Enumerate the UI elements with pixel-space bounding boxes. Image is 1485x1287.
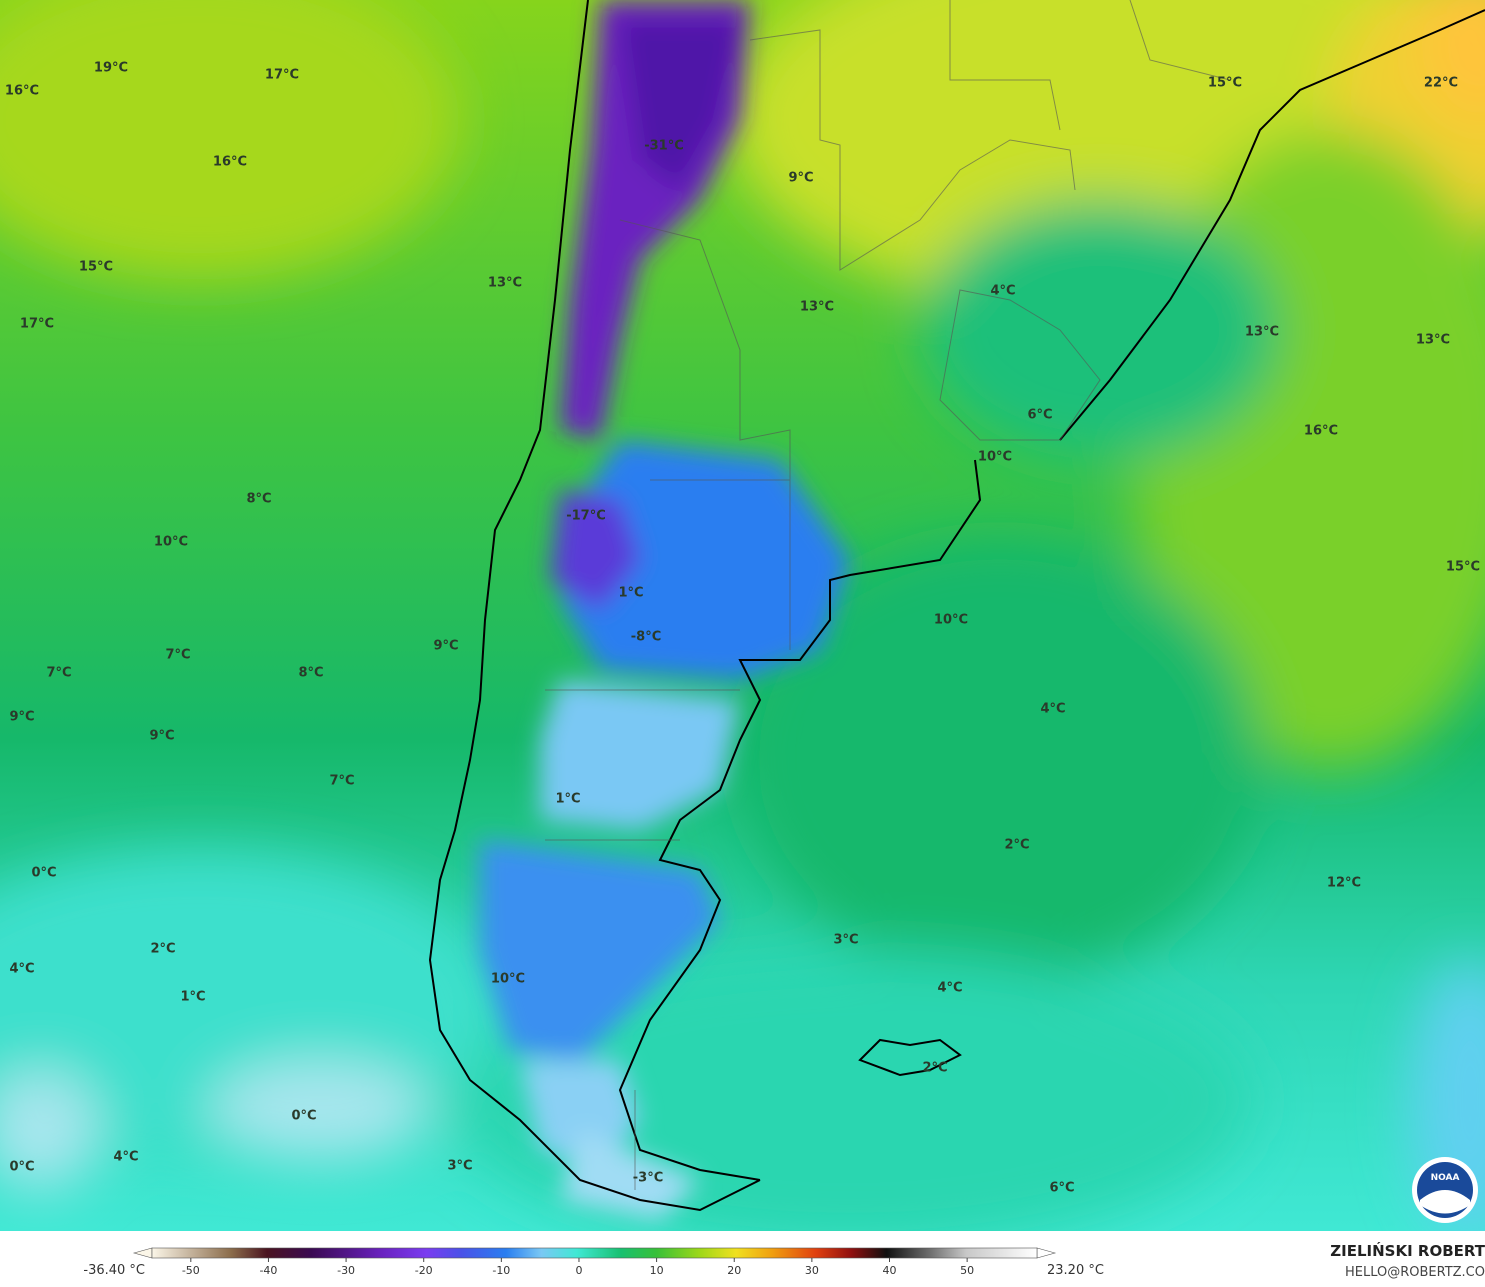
temperature-label: 16°C bbox=[1304, 424, 1338, 439]
temperature-label: 9°C bbox=[788, 171, 813, 186]
temperature-label: 0°C bbox=[31, 866, 56, 881]
temperature-label: 22°C bbox=[1424, 76, 1458, 91]
colorbar bbox=[151, 1247, 1038, 1259]
colorbar-tick-label: 40 bbox=[883, 1264, 897, 1277]
noaa-logo: NOAA bbox=[1412, 1157, 1478, 1223]
temperature-label: 4°C bbox=[9, 962, 34, 977]
temperature-label: 16°C bbox=[5, 84, 39, 99]
temperature-label: 17°C bbox=[265, 68, 299, 83]
temperature-label: 17°C bbox=[20, 317, 54, 332]
temperature-label: 10°C bbox=[154, 535, 188, 550]
temperature-label: 1°C bbox=[555, 792, 580, 807]
colorbar-tick-label: 0 bbox=[575, 1264, 582, 1277]
author: ZIELIŃSKI ROBERT bbox=[1330, 1241, 1485, 1260]
temperature-label: 15°C bbox=[1208, 76, 1242, 91]
temperature-label: 15°C bbox=[79, 260, 113, 275]
temperature-label: 1°C bbox=[180, 990, 205, 1005]
temperature-label: 2°C bbox=[922, 1061, 947, 1076]
temperature-label: 4°C bbox=[990, 284, 1015, 299]
colorbar-tick-label: 50 bbox=[960, 1264, 974, 1277]
temperature-label: 8°C bbox=[246, 492, 271, 507]
temperature-label: 6°C bbox=[1027, 408, 1052, 423]
temperature-label: -8°C bbox=[631, 630, 661, 645]
temperature-label: 16°C bbox=[213, 155, 247, 170]
temperature-label: 9°C bbox=[9, 710, 34, 725]
temperature-label: 3°C bbox=[447, 1159, 472, 1174]
contact: HELLO@ROBERTZ.CO bbox=[1345, 1265, 1485, 1280]
colorbar-tick-label: 20 bbox=[727, 1264, 741, 1277]
temperature-label: 19°C bbox=[94, 61, 128, 76]
colorbar-tick-label: -20 bbox=[415, 1264, 433, 1277]
temperature-label: 13°C bbox=[1416, 333, 1450, 348]
colorbar-min-label: -36.40 °C bbox=[83, 1263, 145, 1278]
borders bbox=[545, 0, 1231, 1190]
temperature-label: 12°C bbox=[1327, 876, 1361, 891]
colorbar-tick-label: -10 bbox=[492, 1264, 510, 1277]
coastline bbox=[428, 0, 1485, 1212]
temperature-label: 2°C bbox=[150, 942, 175, 957]
temperature-label: 10°C bbox=[978, 450, 1012, 465]
colorbar-tick-label: -50 bbox=[182, 1264, 200, 1277]
footer: -36.40 °C 23.20 °C ZIELIŃSKI ROBERT HELL… bbox=[0, 1231, 1485, 1287]
colorbar-tick-label: -40 bbox=[259, 1264, 277, 1277]
logo-text: NOAA bbox=[1431, 1173, 1460, 1183]
temperature-label: 6°C bbox=[1049, 1181, 1074, 1196]
temperature-label: 4°C bbox=[937, 981, 962, 996]
footer-background bbox=[0, 1231, 1485, 1287]
temperature-label: 13°C bbox=[800, 300, 834, 315]
temperature-label: 9°C bbox=[433, 639, 458, 654]
temperature-label: 13°C bbox=[488, 276, 522, 291]
temperature-label: 4°C bbox=[1040, 702, 1065, 717]
temperature-labels: 19°C 17°C 16°C 16°C 15°C 13°C 17°C 8°C 10°C 7°C 7°… bbox=[5, 61, 1480, 1196]
temperature-label: -17°C bbox=[566, 509, 606, 524]
temperature-label: -3°C bbox=[633, 1171, 663, 1186]
temperature-label: 1°C bbox=[618, 586, 643, 601]
temperature-label: 9°C bbox=[149, 729, 174, 744]
colorbar-max-label: 23.20 °C bbox=[1047, 1263, 1104, 1278]
temperature-label: 13°C bbox=[1245, 325, 1279, 340]
temperature-label: 0°C bbox=[9, 1160, 34, 1175]
temperature-label: 0°C bbox=[291, 1109, 316, 1124]
colorbar-tick-label: -30 bbox=[337, 1264, 355, 1277]
temperature-label: 8°C bbox=[298, 666, 323, 681]
temperature-label: 3°C bbox=[833, 933, 858, 948]
temperature-label: 2°C bbox=[1004, 838, 1029, 853]
colorbar-tick-label: 30 bbox=[805, 1264, 819, 1277]
temperature-label: 7°C bbox=[46, 666, 71, 681]
temperature-label: 10°C bbox=[934, 613, 968, 628]
temperature-label: 4°C bbox=[113, 1150, 138, 1165]
temperature-label: 7°C bbox=[165, 648, 190, 663]
temperature-label: 10°C bbox=[491, 972, 525, 987]
temperature-label: -31°C bbox=[644, 139, 684, 154]
map: 19°C 17°C 16°C 16°C 15°C 13°C 17°C 8°C 10°C 7°C 7°… bbox=[0, 0, 1485, 1231]
colorbar-tick-label: 10 bbox=[650, 1264, 664, 1277]
temperature-label: 15°C bbox=[1446, 560, 1480, 575]
cold-land bbox=[480, 0, 850, 1220]
temperature-label: 7°C bbox=[329, 774, 354, 789]
